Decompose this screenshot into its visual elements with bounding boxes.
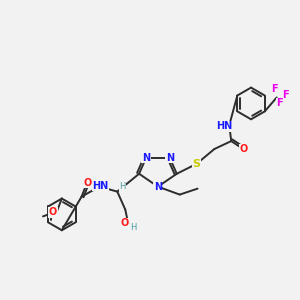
Text: O: O [83,178,92,188]
Text: H: H [130,223,136,232]
Text: F: F [282,89,289,100]
Text: HN: HN [216,121,232,131]
Text: O: O [49,207,57,218]
Text: N: N [142,153,150,163]
Text: F: F [276,98,283,108]
Text: F: F [272,84,278,94]
Text: S: S [193,159,201,169]
Text: N: N [166,153,174,163]
Text: O: O [120,218,128,228]
Text: O: O [239,144,247,154]
Text: H: H [119,182,125,191]
Text: HN: HN [92,181,109,191]
Text: N: N [154,182,162,192]
